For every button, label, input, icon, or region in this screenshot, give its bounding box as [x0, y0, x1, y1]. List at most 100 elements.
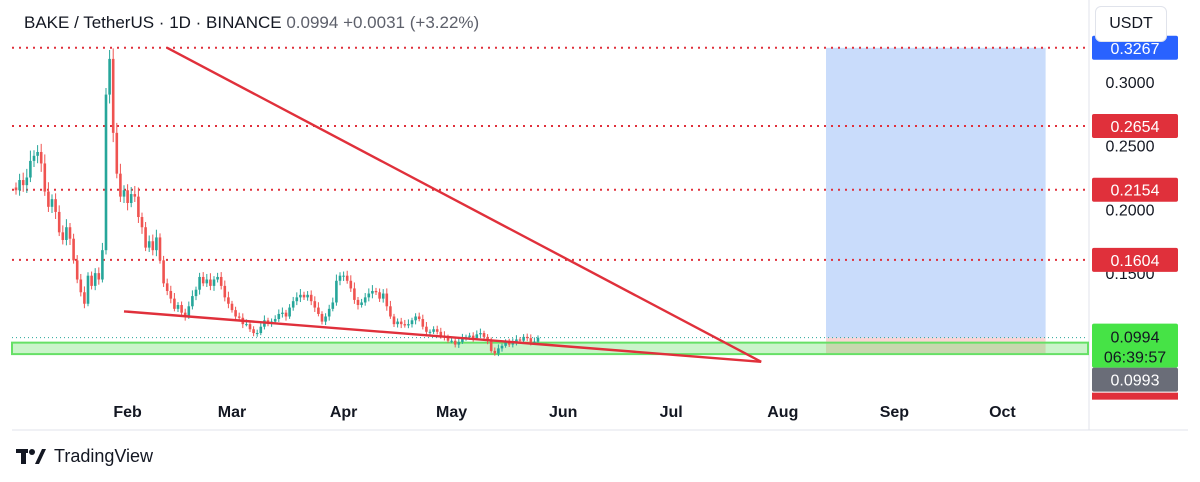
candle: [259, 322, 263, 336]
candle-body: [165, 283, 169, 291]
candle: [435, 325, 439, 335]
candle: [255, 329, 259, 337]
candle-body: [493, 350, 497, 354]
candle-body: [50, 199, 54, 207]
candle: [79, 273, 83, 297]
candle: [457, 338, 461, 348]
level-label-3: 0.2154: [1092, 177, 1178, 202]
candle-body: [320, 313, 324, 322]
candle-body: [288, 307, 291, 317]
candle: [313, 296, 317, 312]
candle-body: [435, 329, 439, 332]
candle: [500, 343, 504, 352]
candle-body: [381, 293, 385, 299]
candle-body: [291, 301, 295, 308]
candle-body: [515, 339, 518, 342]
chart-header: BAKE / TetherUS · 1D · BINANCE 0.0994 +0…: [24, 13, 479, 33]
level-label-3-box: [1092, 177, 1178, 202]
candle: [97, 267, 101, 285]
candle: [169, 285, 173, 304]
candle-body: [108, 58, 111, 95]
candle-body: [248, 324, 252, 330]
tradingview-brand[interactable]: TradingView: [16, 446, 153, 467]
candle-body: [187, 306, 191, 317]
candle: [522, 334, 525, 344]
candle-body: [158, 237, 162, 261]
candle-body: [302, 294, 306, 298]
candle: [417, 312, 421, 322]
candle: [248, 321, 252, 332]
level-label-2-text: 0.2654: [1111, 119, 1160, 136]
level-label-1-text: 0.3267: [1111, 41, 1160, 58]
candle-body: [497, 348, 500, 354]
candle-body: [180, 305, 183, 313]
candle-body: [86, 275, 90, 304]
x-tick-label: May: [436, 404, 467, 421]
candle: [291, 296, 295, 311]
candle-body: [205, 279, 209, 284]
candle: [115, 122, 119, 179]
candle: [450, 337, 453, 344]
candle-body: [407, 324, 410, 326]
candle-body: [306, 294, 309, 298]
candle: [122, 185, 126, 204]
candle-body: [342, 275, 345, 277]
candle: [227, 291, 230, 309]
candle: [374, 287, 378, 296]
candle-body: [79, 279, 83, 293]
price-change: +0.0031 (+3.22%): [343, 13, 480, 32]
stop-label-edge: [1092, 392, 1178, 400]
candle-body: [227, 297, 230, 304]
candle-body: [425, 326, 428, 332]
candle-body: [374, 290, 378, 293]
candle: [90, 271, 93, 290]
candle-body: [281, 312, 284, 314]
candle-body: [371, 290, 374, 294]
candle: [65, 219, 68, 246]
candle: [338, 272, 342, 286]
candle-body: [219, 276, 223, 286]
candle: [180, 301, 183, 317]
candle: [497, 344, 500, 357]
candle-body: [259, 326, 263, 334]
candle: [173, 293, 176, 312]
candle-body: [29, 160, 32, 178]
candle-body: [439, 331, 443, 336]
candle: [378, 288, 381, 302]
candle: [453, 337, 457, 348]
y-tick-label: 0.2500: [1106, 139, 1155, 156]
candle: [403, 319, 407, 328]
candle: [327, 304, 331, 321]
candle-body: [245, 324, 248, 326]
candle-body: [68, 227, 72, 239]
candle-body: [155, 237, 158, 251]
candle-body: [151, 241, 155, 251]
candle: [349, 275, 353, 292]
candle: [151, 234, 155, 256]
candle: [345, 270, 349, 284]
level-label-2: 0.2654: [1092, 113, 1178, 138]
candle-body: [54, 199, 57, 212]
candle-body: [479, 333, 482, 335]
candle: [219, 272, 223, 290]
candle-body: [457, 341, 461, 345]
currency-unit-button[interactable]: USDT: [1095, 6, 1167, 42]
candle: [425, 322, 428, 335]
target-zone: [826, 47, 1046, 338]
candle: [360, 298, 363, 308]
candle-body: [18, 180, 21, 191]
candle: [129, 187, 133, 208]
candle-body: [25, 177, 29, 186]
candle: [75, 255, 79, 284]
candle-body: [461, 338, 464, 342]
candle-body: [191, 296, 194, 307]
candle: [212, 276, 216, 291]
candle-body: [360, 302, 363, 306]
candle: [32, 150, 36, 167]
candle-body: [216, 276, 219, 280]
candle: [392, 313, 396, 327]
current-price-box: [1092, 323, 1178, 368]
candle-body: [417, 316, 421, 320]
candle-body: [446, 336, 450, 341]
